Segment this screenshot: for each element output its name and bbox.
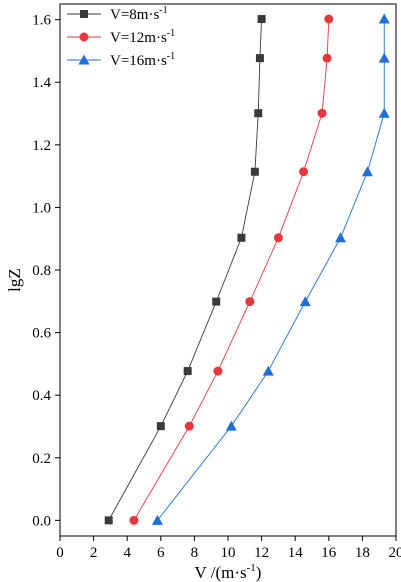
y-tick-label: 1.6 — [32, 13, 51, 29]
y-axis-title: lgZ — [5, 268, 24, 292]
data-point-triangle — [378, 13, 390, 24]
y-tick-label: 1.4 — [32, 75, 51, 91]
data-point-square — [183, 367, 192, 376]
series-line — [133, 19, 330, 521]
x-tick-label: 16 — [321, 545, 337, 561]
data-point-square — [156, 422, 165, 431]
series-2 — [129, 14, 334, 525]
series-line — [108, 19, 263, 521]
y-tick-label: 0.8 — [32, 263, 51, 279]
legend-marker-triangle — [78, 54, 90, 65]
x-tick-labels: 0 2 4 6 8 10 12 14 16 18 20 — [56, 545, 401, 561]
x-tick-label: 0 — [56, 545, 64, 561]
legend-label-sup: -1 — [167, 51, 175, 62]
x-tick-label: 6 — [157, 545, 165, 561]
legend-label: V=8m·s-1 — [110, 5, 168, 23]
legend: V=8m·s-1V=12m·s-1V=16m·s-1 — [67, 5, 175, 69]
legend-label: V=16m·s-1 — [110, 51, 175, 69]
series-1 — [104, 15, 266, 525]
data-point-triangle — [299, 296, 311, 307]
x-tick-label: 20 — [389, 545, 401, 561]
x-tick-label: 4 — [123, 545, 131, 561]
data-point-triangle — [361, 166, 373, 177]
legend-label-main: V=16m·s — [110, 53, 167, 69]
data-point-circle — [129, 515, 139, 525]
legend-item: V=8m·s-1 — [67, 5, 168, 23]
data-point-circle — [184, 421, 194, 431]
plot-frame — [59, 3, 397, 537]
y-tick-label: 0.0 — [32, 513, 51, 529]
legend-marker-square — [80, 10, 88, 18]
y-tick-labels: 0.0 0.2 0.4 0.6 0.8 1.0 1.2 1.4 1.6 — [32, 13, 51, 530]
data-point-circle — [322, 53, 332, 63]
x-axis-title-main: V /(m·s — [195, 563, 247, 582]
x-tick-label: 14 — [288, 545, 304, 561]
data-point-triangle — [151, 514, 163, 525]
data-point-square — [257, 15, 266, 24]
legend-label-main: V=12m·s — [110, 30, 167, 46]
series-3 — [151, 13, 390, 525]
x-tick-label: 12 — [254, 545, 269, 561]
x-axis-title: V /(m·s-1) — [195, 562, 262, 582]
data-point-circle — [273, 233, 283, 243]
x-tick-label: 2 — [90, 545, 98, 561]
data-point-triangle — [225, 420, 237, 431]
data-point-square — [212, 297, 221, 306]
legend-label: V=12m·s-1 — [110, 28, 175, 46]
data-point-triangle — [378, 107, 390, 118]
data-point-square — [254, 109, 263, 118]
data-point-triangle — [378, 52, 390, 63]
x-axis-title-sup: -1 — [247, 562, 256, 574]
series-line — [157, 19, 385, 521]
series-layer — [104, 13, 390, 525]
y-tick-label: 1.2 — [32, 138, 51, 154]
y-tick-label: 0.2 — [32, 451, 51, 467]
legend-marker-circle — [79, 32, 89, 42]
data-point-triangle — [335, 232, 347, 243]
data-point-circle — [245, 297, 255, 307]
legend-label-main: V=8m·s — [110, 7, 159, 23]
y-tick-label: 0.6 — [32, 326, 51, 342]
data-point-circle — [324, 14, 334, 24]
data-point-square — [250, 167, 259, 176]
x-axis-title-tail: ) — [256, 563, 262, 582]
legend-label-sup: -1 — [159, 5, 167, 16]
data-point-square — [255, 54, 264, 63]
legend-label-sup: -1 — [167, 28, 175, 39]
y-tick-label: 0.4 — [32, 388, 51, 404]
data-point-circle — [213, 366, 223, 376]
data-point-circle — [299, 167, 309, 177]
y-tick-label: 1.0 — [32, 200, 51, 216]
legend-item: V=12m·s-1 — [67, 28, 175, 46]
axis-ticks — [55, 19, 397, 541]
x-tick-label: 18 — [355, 545, 370, 561]
data-point-triangle — [262, 365, 274, 376]
data-point-square — [104, 516, 113, 525]
x-tick-label: 8 — [191, 545, 199, 561]
data-point-circle — [317, 108, 327, 118]
legend-item: V=16m·s-1 — [67, 51, 175, 69]
data-point-square — [237, 233, 246, 242]
x-tick-label: 10 — [221, 545, 236, 561]
